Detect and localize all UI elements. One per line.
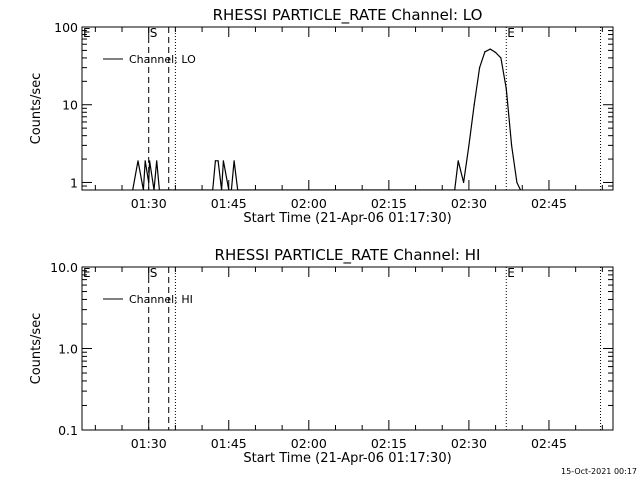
flag-annotation: E [507,26,515,40]
y-tick-label: 0.1 [58,423,78,438]
data-point [132,189,134,190]
data-point [212,189,214,190]
chart-panels: RHESSI PARTICLE_RATE Channel: LO 01:30 01:… [29,6,614,466]
footer-timestamp: 15-Oct-2021 00:17 [561,467,637,476]
data-point [511,144,513,146]
data-point [519,189,522,190]
chart-panel-0: RHESSI PARTICLE_RATE Channel: LO 01:30 01:… [29,6,614,226]
data-point [144,160,146,162]
data-point [158,189,160,190]
data-point [457,160,459,162]
flag-annotation: S [150,26,158,40]
x-axis-label: Start Time (21-Apr-06 01:17:30) [243,211,451,226]
flag-annotation: E [507,266,515,280]
data-point [217,160,219,162]
data-point [222,160,225,162]
x-tick-label: 02:45 [531,196,567,211]
data-point [516,181,518,184]
data-point [237,189,239,190]
flag-annotation: E [83,26,91,40]
x-tick-label: 02:00 [291,436,327,451]
data-point [156,160,158,162]
data-point [230,189,233,190]
data-point [148,160,151,162]
data-point [221,189,223,190]
data-point [494,51,497,54]
data-point [214,160,217,162]
data-point [148,181,150,184]
chart-title: RHESSI PARTICLE_RATE Channel: LO [213,6,483,25]
flag-annotation: E [83,266,91,280]
y-tick-label: 100 [54,20,78,35]
x-tick-label: 02:30 [451,436,487,451]
chart-title: RHESSI PARTICLE_RATE Channel: HI [215,246,481,265]
y-axis-label: Counts/sec [29,73,44,145]
chart-panel-1: RHESSI PARTICLE_RATE Channel: HI 01:30 01:… [29,246,614,466]
x-tick-label: 01:45 [211,196,247,211]
legend-entry: Channel: LO [129,53,196,66]
data-point [478,67,481,69]
legend-entry: Channel: HI [129,293,193,306]
y-tick-label: 10 [62,98,78,113]
y-tick-label: 1.0 [58,342,78,357]
x-tick-label: 02:45 [531,436,567,451]
data-point [462,181,465,184]
y-axis-label: Counts/sec [29,313,44,385]
x-tick-label: 02:30 [451,196,487,211]
flag-annotation: S [150,266,158,280]
data-point [484,51,486,53]
x-tick-label: 01:45 [211,436,247,451]
data-point [228,189,230,190]
data-point [468,144,470,146]
series-line [132,48,522,190]
x-tick-label: 02:00 [291,196,327,211]
data-point [137,160,139,162]
x-tick-label: 02:15 [371,196,407,211]
x-tick-label: 01:30 [131,436,167,451]
data-point [153,189,155,190]
data-point [505,88,507,90]
y-tick-label: 10.0 [50,260,78,275]
data-point [454,189,456,190]
data-point [233,160,235,162]
x-tick-label: 01:30 [131,196,167,211]
data-point [473,104,475,106]
y-tick-label: 1 [70,175,78,190]
x-axis-label: Start Time (21-Apr-06 01:17:30) [243,451,451,466]
x-tick-label: 02:15 [371,436,407,451]
data-point [142,189,144,190]
data-point [500,57,502,59]
data-point [489,48,491,50]
